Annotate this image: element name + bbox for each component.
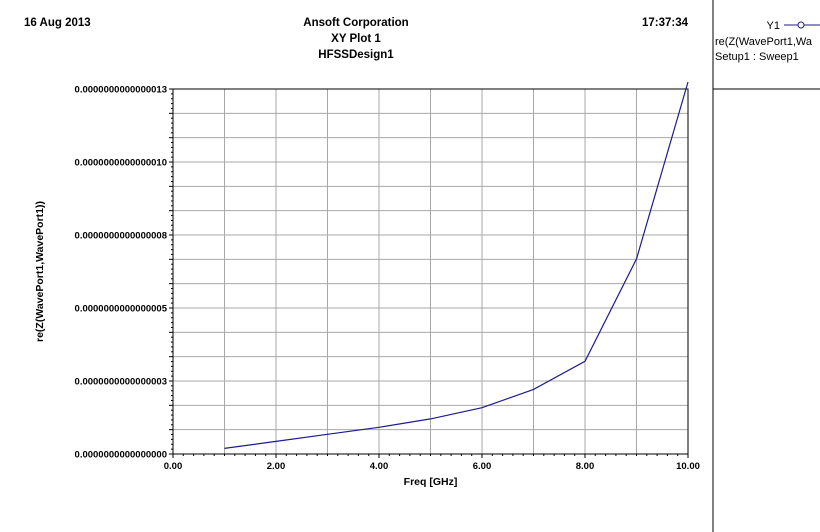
y-tick-label: 0.0000000000000000	[75, 450, 167, 461]
legend-expression: re(Z(WavePort1,Wa	[715, 36, 813, 48]
x-axis-label: Freq [GHz]	[404, 476, 458, 488]
y-tick-label: 0.0000000000000008	[75, 231, 167, 242]
plot-title: XY Plot 1	[331, 33, 381, 45]
x-tick-label: 4.00	[370, 461, 389, 472]
y-tick-label: 0.0000000000000005	[75, 304, 168, 315]
y-tick-label: 0.0000000000000003	[75, 377, 167, 388]
y-tick-label: 0.0000000000000013	[75, 85, 167, 96]
series-layer	[224, 81, 689, 449]
y-tick-label: 0.0000000000000010	[75, 158, 167, 169]
legend-setup: Setup1 : Sweep1	[715, 51, 799, 63]
x-tick-label: 8.00	[576, 461, 595, 472]
x-tick-label: 2.00	[267, 461, 286, 472]
legend-marker-icon	[797, 21, 805, 29]
plot-time: 17:37:34	[642, 17, 689, 29]
plot-area: 0.00 2.00 4.00 6.00 8.00 10.00 0.000000000000…	[75, 81, 700, 472]
x-tick-label: 6.00	[473, 461, 492, 472]
plot-date: 16 Aug 2013	[24, 17, 91, 29]
y-axis-label: re(Z(WavePort1,WavePort1))	[34, 201, 46, 342]
legend-series-id: Y1	[767, 20, 780, 32]
company-name: Ansoft Corporation	[303, 17, 408, 29]
x-tick-label: 0.00	[164, 461, 183, 472]
design-name: HFSSDesign1	[318, 49, 394, 61]
y-tick-labels: 0.0000000000000000 0.0000000000000003 0.00…	[75, 85, 168, 461]
series-line-y1	[224, 81, 689, 449]
x-tick-label: 10.00	[676, 461, 700, 472]
grid	[169, 88, 689, 458]
x-tick-labels: 0.00 2.00 4.00 6.00 8.00 10.00	[164, 461, 700, 472]
